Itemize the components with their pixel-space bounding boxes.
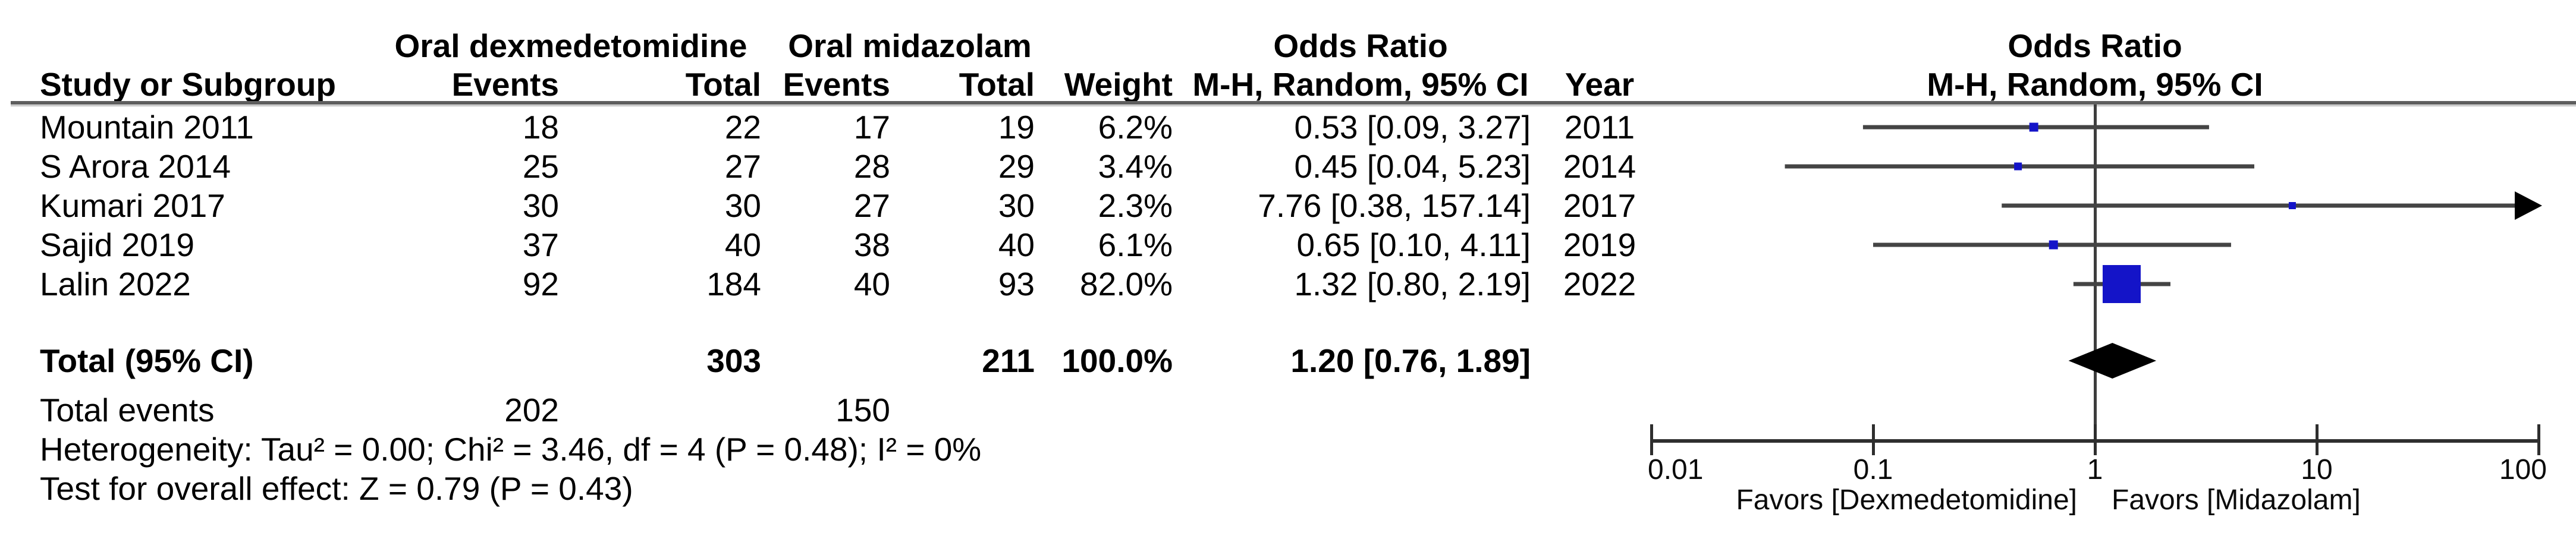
or-ci-value: 0.45 [0.04, 5.23]	[1294, 148, 1531, 185]
or-marker	[2014, 162, 2022, 171]
dex-events-value: 18	[522, 109, 559, 146]
or-ci-value: 1.32 [0.80, 2.19]	[1294, 266, 1531, 302]
plot-title: Odds Ratio	[2008, 27, 2182, 64]
ci-line	[2002, 203, 2518, 208]
or-marker	[2029, 122, 2038, 132]
axis-tick	[2094, 424, 2097, 455]
dex-events-value: 92	[522, 266, 559, 302]
dex-total-value: 184	[706, 266, 761, 302]
tick-label: 0.01	[1648, 454, 1703, 486]
study-name: Lalin 2022	[40, 266, 191, 302]
method-header: M-H, Random, 95% CI	[1192, 66, 1529, 103]
year-value: 2014	[1563, 148, 1636, 185]
tick-label: 1	[2087, 454, 2103, 486]
mid-total-value: 93	[998, 266, 1035, 302]
dex-total-value: 40	[724, 226, 761, 263]
axis-tick	[1650, 424, 1653, 455]
mid-events-value: 28	[853, 148, 890, 185]
mid-events-value: 17	[853, 109, 890, 146]
weight-header: Weight	[1064, 66, 1173, 103]
or-ci-value: 0.53 [0.09, 3.27]	[1294, 109, 1531, 146]
header-separator-shadow	[11, 105, 2576, 106]
study-column-header: Study or Subgroup	[40, 66, 337, 103]
dex-events-value: 25	[522, 148, 559, 185]
axis-tick	[2537, 424, 2540, 455]
total-or-ci: 1.20 [0.76, 1.89]	[1290, 342, 1531, 379]
group-header-midazolam: Oral midazolam	[788, 27, 1032, 64]
dex-events-header: Events	[451, 66, 559, 103]
odds-ratio-column-header: Odds Ratio	[1273, 27, 1448, 64]
dex-events-value: 37	[522, 226, 559, 263]
mid-total-value: 19	[998, 109, 1035, 146]
study-name: Sajid 2019	[40, 226, 194, 263]
year-value: 2011	[1564, 109, 1635, 146]
year-value: 2022	[1563, 266, 1636, 302]
plot-method-subtitle: M-H, Random, 95% CI	[1927, 66, 2263, 103]
study-name: S Arora 2014	[40, 148, 231, 185]
mid-events-value: 38	[853, 226, 890, 263]
total-row-label: Total (95% CI)	[40, 342, 254, 379]
mid-events-header: Events	[783, 66, 890, 103]
axis-tick	[2316, 424, 2319, 455]
favors-right-label: Favors [Midazolam]	[2112, 484, 2361, 516]
mid-total-value: 30	[998, 187, 1035, 224]
group-header-dexmedetomidine: Oral dexmedetomidine	[394, 27, 747, 64]
summary-diamond	[2068, 343, 2157, 379]
weight-value: 6.2%	[1098, 109, 1173, 146]
tick-label: 100	[2499, 454, 2547, 486]
ci-arrowhead	[2515, 191, 2542, 220]
weight-value: 2.3%	[1098, 187, 1173, 224]
weight-value: 6.1%	[1098, 226, 1173, 263]
total-mid-total: 211	[982, 342, 1035, 379]
or-marker	[2102, 265, 2141, 303]
header-separator-line	[11, 101, 2576, 105]
dex-total-value: 27	[724, 148, 761, 185]
total-dex-total: 303	[706, 342, 761, 379]
total-events-mid: 150	[835, 392, 890, 428]
dex-events-value: 30	[522, 187, 559, 224]
axis-tick	[1872, 424, 1875, 455]
tick-label: 0.1	[1854, 454, 1893, 486]
study-name: Kumari 2017	[40, 187, 225, 224]
mid-events-value: 27	[853, 187, 890, 224]
dex-total-header: Total	[685, 66, 761, 103]
or-marker	[2049, 240, 2058, 250]
mid-events-value: 40	[853, 266, 890, 302]
or-ci-value: 7.76 [0.38, 157.14]	[1258, 187, 1531, 224]
heterogeneity-stats: Heterogeneity: Tau² = 0.00; Chi² = 3.46,…	[40, 431, 982, 468]
weight-value: 82.0%	[1080, 266, 1173, 302]
total-weight: 100.0%	[1061, 342, 1173, 379]
mid-total-header: Total	[959, 66, 1035, 103]
weight-value: 3.4%	[1098, 148, 1173, 185]
tick-label: 10	[2301, 454, 2332, 486]
study-name: Mountain 2011	[40, 109, 254, 146]
favors-left-label: Favors [Dexmedetomidine]	[1736, 484, 2077, 516]
mid-total-value: 40	[998, 226, 1035, 263]
total-events-label: Total events	[40, 392, 215, 428]
year-value: 2017	[1563, 187, 1636, 224]
dex-total-value: 30	[724, 187, 761, 224]
dex-total-value: 22	[724, 109, 761, 146]
total-events-dex: 202	[504, 392, 559, 428]
mid-total-value: 29	[998, 148, 1035, 185]
overall-effect-test: Test for overall effect: Z = 0.79 (P = 0…	[40, 470, 633, 507]
year-header: Year	[1565, 66, 1635, 103]
or-marker	[2288, 202, 2296, 209]
null-effect-line	[2094, 105, 2097, 454]
or-ci-value: 0.65 [0.10, 4.11]	[1296, 226, 1531, 263]
year-value: 2019	[1563, 226, 1636, 263]
